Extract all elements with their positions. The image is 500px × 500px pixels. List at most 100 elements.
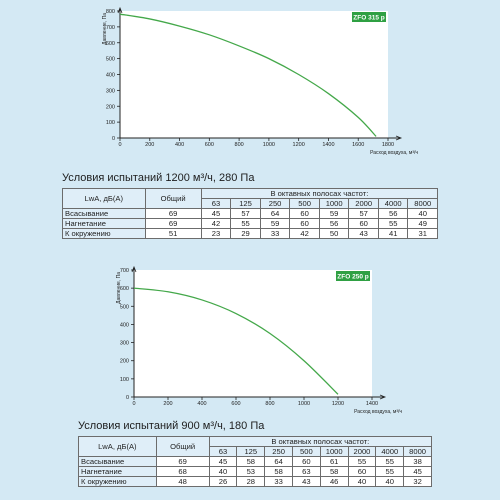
y-tick-label: 100 [106, 120, 115, 126]
band-value: 40 [208, 466, 238, 477]
pressure-curve-series-1 [133, 287, 339, 395]
band-value: 57 [230, 208, 261, 219]
y-tick-label: 700 [120, 268, 129, 274]
band-value: 64 [259, 208, 291, 219]
row-label: Всасывание [62, 208, 146, 219]
band-value: 64 [264, 456, 293, 467]
y-tick-label: 400 [120, 322, 129, 328]
x-tick-label: 1800 [382, 142, 394, 148]
band-value: 40 [347, 476, 377, 487]
band-value: 26 [208, 476, 238, 487]
row-label: Всасывание [78, 456, 157, 467]
test-conditions-heading-1: Условия испытаний 1200 м³/ч, 280 Па [62, 172, 255, 184]
x-tick-label: 600 [205, 142, 214, 148]
band-value: 58 [319, 466, 349, 477]
header-frequency: 4000 [377, 198, 409, 209]
y-tick-label: 0 [112, 136, 115, 142]
row-total: 68 [155, 466, 210, 477]
table-row: Нагнетание 68 40 53 58 63 58 60 55 45 [78, 466, 432, 477]
x-tick-label: 1400 [322, 142, 334, 148]
header-frequency: 2000 [348, 198, 379, 209]
band-value: 56 [377, 208, 409, 219]
table-row: Всасывание 69 45 58 64 60 61 55 55 38 [78, 456, 432, 467]
row-label: Нагнетание [62, 218, 146, 229]
row-total: 69 [144, 208, 202, 219]
y-tick-label: 300 [120, 341, 129, 347]
band-value: 45 [208, 456, 238, 467]
x-tick-label: 1200 [332, 401, 344, 407]
band-value: 28 [236, 476, 266, 487]
band-value: 60 [347, 466, 377, 477]
x-tick-label: 0 [132, 401, 135, 407]
band-value: 60 [348, 218, 379, 229]
band-value: 49 [407, 218, 438, 229]
band-value: 40 [407, 208, 438, 219]
header-octave-bands: В октавных полосах частот: [200, 188, 439, 199]
band-value: 63 [291, 466, 321, 477]
y-axis-title: Давление, Па [102, 13, 108, 45]
header-total: Общий [155, 436, 210, 457]
x-tick-label: 800 [235, 142, 244, 148]
plot-area [120, 11, 388, 138]
band-value: 60 [291, 456, 321, 467]
row-total: 69 [155, 456, 210, 467]
header-frequency: 1000 [319, 446, 349, 457]
legend-badge [336, 271, 370, 281]
x-axis-title: Расход воздуха, м³/ч [370, 150, 418, 156]
y-tick-label: 300 [106, 88, 115, 94]
band-value: 58 [236, 456, 266, 467]
test-conditions-heading-2: Условия испытаний 900 м³/ч, 180 Па [78, 420, 265, 432]
band-value: 55 [375, 466, 405, 477]
table-row: К окружению 48 26 28 33 43 46 40 40 32 [78, 476, 432, 487]
y-tick-label: 200 [120, 359, 129, 365]
y-tick-label: 200 [106, 104, 115, 110]
band-value: 55 [230, 218, 261, 229]
band-value: 42 [200, 218, 232, 229]
band-value: 55 [347, 456, 377, 467]
row-label: Нагнетание [78, 466, 157, 477]
legend-label: ZFO 315 р [353, 15, 384, 22]
band-value: 57 [348, 208, 379, 219]
noise-table-zfo-315: LwA, дБ(А) Общий В октавных полосах частот… [62, 188, 439, 239]
header-frequency: 4000 [375, 446, 405, 457]
header-frequency: 500 [289, 198, 320, 209]
y-tick-label: 600 [106, 41, 115, 47]
band-value: 45 [403, 466, 432, 477]
x-tick-label: 800 [265, 401, 274, 407]
header-frequency: 8000 [403, 446, 432, 457]
band-value: 60 [289, 208, 320, 219]
band-value: 41 [377, 228, 409, 239]
table-row: К окружению 51 23 29 33 42 50 43 41 31 [62, 228, 438, 239]
header-frequency: 63 [200, 198, 232, 209]
row-total: 51 [144, 228, 202, 239]
x-tick-label: 1400 [366, 401, 378, 407]
y-axis-title: Давление, Па [116, 272, 122, 304]
band-value: 23 [200, 228, 232, 239]
band-value: 46 [319, 476, 349, 487]
band-value: 29 [230, 228, 261, 239]
band-value: 59 [259, 218, 291, 229]
y-tick-label: 100 [120, 377, 129, 383]
band-value: 40 [375, 476, 405, 487]
header-octave-bands: В октавных полосах частот: [208, 436, 433, 447]
y-tick-label: 600 [120, 286, 129, 292]
band-value: 56 [318, 218, 350, 229]
band-value: 50 [318, 228, 350, 239]
x-tick-label: 600 [231, 401, 240, 407]
band-value: 32 [403, 476, 432, 487]
header-frequency: 500 [291, 446, 321, 457]
x-axis-arrow [395, 135, 403, 141]
band-value: 38 [403, 456, 432, 467]
band-value: 31 [407, 228, 438, 239]
band-value: 43 [291, 476, 321, 487]
table-row: Всасывание 69 45 57 64 60 59 57 56 40 [62, 208, 438, 219]
x-axis-arrow [379, 394, 387, 400]
band-value: 58 [264, 466, 293, 477]
header-frequency: 63 [208, 446, 238, 457]
noise-table-zfo-250: LwA, дБ(А) Общий В октавных полосах частот… [78, 436, 433, 487]
x-tick-label: 1000 [298, 401, 310, 407]
x-tick-label: 1200 [293, 142, 305, 148]
x-tick-label: 200 [145, 142, 154, 148]
chart-1: 0 100 200 300 400 500 600 700 800 0 200 400 600 800 10… [102, 6, 418, 156]
